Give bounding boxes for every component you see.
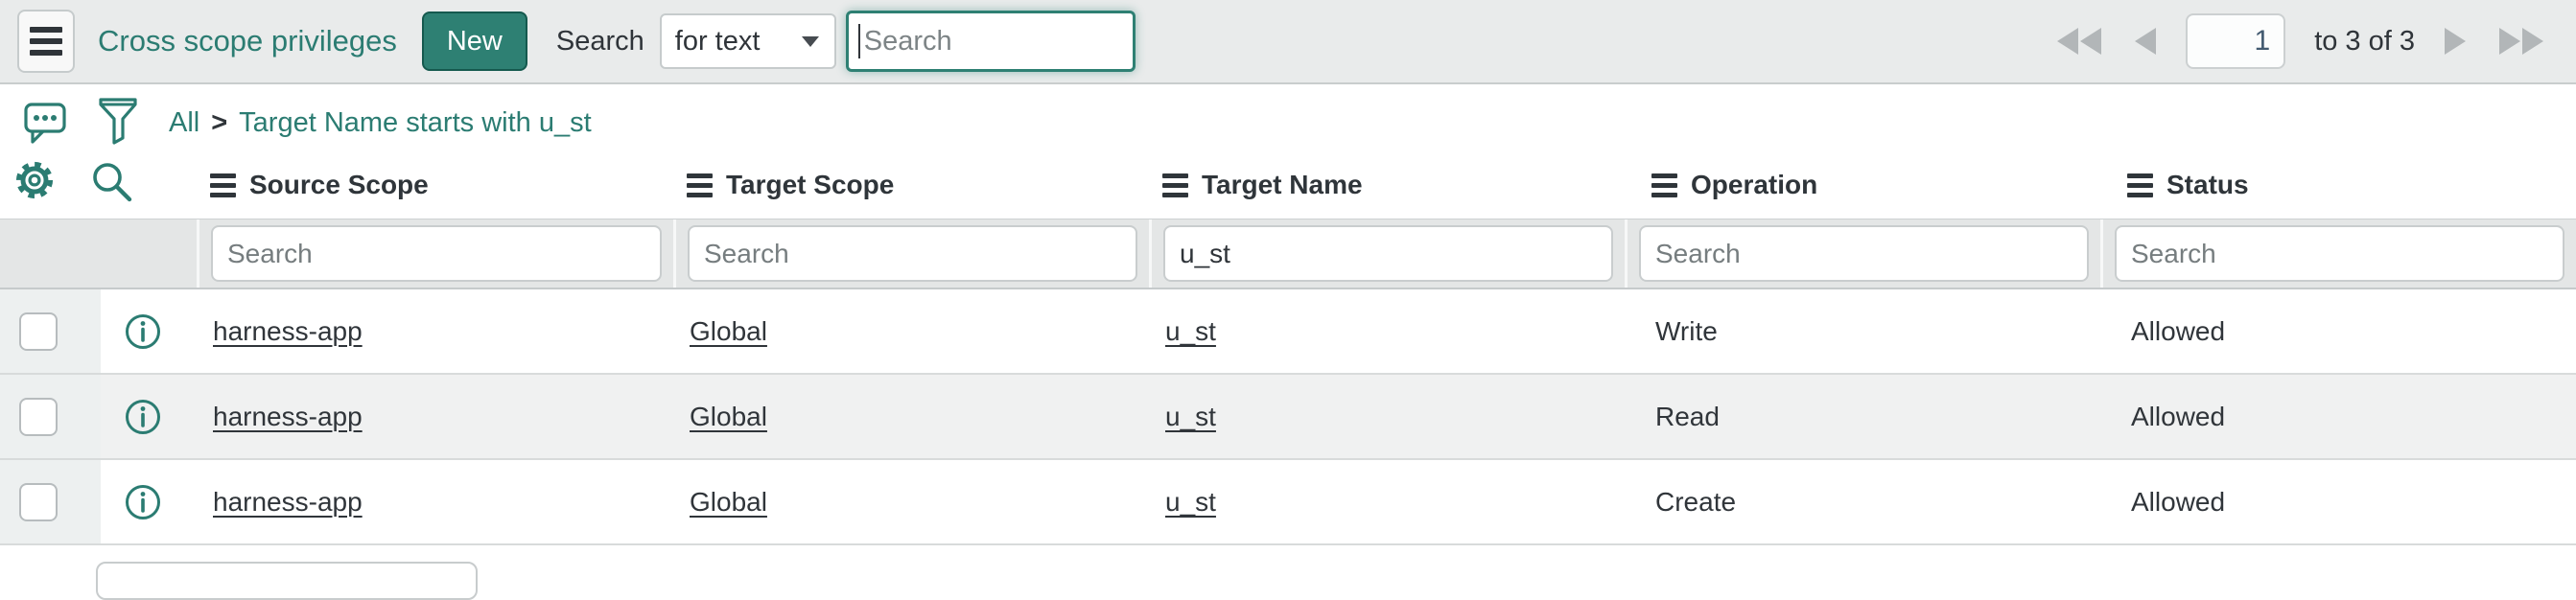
- cell-link-target-scope[interactable]: Global: [690, 486, 767, 517]
- info-icon: [126, 484, 160, 519]
- left-arrow-icon: [2135, 28, 2157, 55]
- row-info-cell: [101, 289, 197, 373]
- list-toolbar: Cross scope privileges New Search for te…: [0, 0, 2576, 84]
- chevron-down-icon: [801, 36, 819, 47]
- column-menu-icon: [1651, 173, 1677, 197]
- column-search-input-operation[interactable]: [1639, 225, 2089, 282]
- row-checkbox[interactable]: [19, 312, 58, 351]
- column-menu-icon: [2127, 173, 2153, 197]
- column-search-input-target-name[interactable]: [1163, 225, 1613, 282]
- row-select-cell: [0, 460, 101, 543]
- pagination-range-label: to 3 of 3: [2314, 25, 2415, 57]
- column-search-input-source-scope[interactable]: [211, 225, 662, 282]
- cell-link-target-name[interactable]: u_st: [1165, 401, 1216, 431]
- row-select-cell: [0, 289, 101, 373]
- filter-cell-source-scope: [197, 219, 673, 288]
- cell-link-target-scope[interactable]: Global: [690, 315, 767, 346]
- info-icon: [126, 399, 160, 434]
- cell-status: Allowed: [2131, 401, 2226, 431]
- table-row: harness-app Global u_st Write Allowed: [0, 289, 2576, 375]
- list-header-band: All > Target Name starts with u_st Sourc…: [0, 84, 2576, 219]
- row-info-cell: [101, 375, 197, 458]
- info-preview-button[interactable]: [124, 483, 162, 521]
- pagination: to 3 of 3: [2055, 13, 2545, 69]
- breadcrumb-filter-link[interactable]: Target Name starts with u_st: [239, 107, 592, 138]
- column-header-target-name[interactable]: Target Name: [1149, 153, 1625, 217]
- column-menu-icon: [1162, 173, 1188, 197]
- cell-link-target-name[interactable]: u_st: [1165, 315, 1216, 346]
- list-context-menu-button[interactable]: [17, 10, 75, 73]
- info-preview-button[interactable]: [124, 398, 162, 436]
- search-field-dropdown-value: for text: [674, 25, 761, 57]
- column-menu-icon: [687, 173, 713, 197]
- page-title[interactable]: Cross scope privileges: [98, 24, 397, 58]
- cell-status: Allowed: [2131, 486, 2226, 517]
- column-search-input-target-scope[interactable]: [688, 225, 1137, 282]
- breadcrumb: All > Target Name starts with u_st: [169, 107, 592, 139]
- column-header-label: Target Scope: [726, 170, 895, 199]
- column-header-label: Source Scope: [249, 170, 429, 199]
- column-header-label: Target Name: [1202, 170, 1363, 199]
- new-record-button[interactable]: New: [421, 12, 527, 71]
- info-icon: [126, 313, 160, 349]
- next-page-button[interactable]: [2444, 26, 2469, 57]
- column-search-input-status[interactable]: [2115, 225, 2564, 282]
- double-left-arrow-icon: [2057, 28, 2102, 55]
- hamburger-icon: [30, 27, 62, 33]
- first-page-button[interactable]: [2055, 26, 2103, 57]
- filter-cell-target-scope: [673, 219, 1149, 288]
- breadcrumb-separator: >: [211, 107, 228, 138]
- search-label: Search: [555, 25, 644, 57]
- column-header-row: Source Scope Target Scope Target Name Op…: [197, 153, 2576, 217]
- row-select-cell: [0, 375, 101, 458]
- cell-link-source-scope[interactable]: harness-app: [213, 401, 363, 431]
- filter-cell-empty: [0, 219, 197, 288]
- column-menu-icon: [210, 173, 236, 197]
- cell-link-source-scope[interactable]: harness-app: [213, 315, 363, 346]
- table-row: harness-app Global u_st Read Allowed: [0, 375, 2576, 460]
- activity-stream-button[interactable]: [23, 100, 67, 150]
- chat-bubble-icon: [24, 103, 66, 144]
- previous-page-button[interactable]: [2132, 26, 2157, 57]
- filter-cell-status: [2100, 219, 2576, 288]
- breadcrumb-all-link[interactable]: All: [169, 107, 200, 138]
- page-number-input[interactable]: [2186, 13, 2286, 69]
- personalize-list-button[interactable]: [12, 157, 58, 208]
- info-preview-button[interactable]: [124, 312, 162, 351]
- cell-link-target-name[interactable]: u_st: [1165, 486, 1216, 517]
- column-header-target-scope[interactable]: Target Scope: [673, 153, 1149, 217]
- column-header-status[interactable]: Status: [2100, 153, 2576, 217]
- list-search-input[interactable]: [845, 11, 1136, 72]
- filter-cell-operation: [1625, 219, 2100, 288]
- gear-icon: [15, 161, 54, 199]
- row-info-cell: [101, 460, 197, 543]
- search-icon: [93, 163, 132, 202]
- filter-cell-target-name: [1149, 219, 1625, 288]
- funnel-icon: [99, 98, 137, 145]
- search-field-dropdown[interactable]: for text: [659, 13, 836, 69]
- row-checkbox[interactable]: [19, 482, 58, 521]
- double-right-arrow-icon: [2499, 28, 2543, 55]
- table-row: harness-app Global u_st Create Allowed: [0, 460, 2576, 545]
- column-header-label: Operation: [1691, 170, 1818, 199]
- row-checkbox[interactable]: [19, 397, 58, 436]
- cell-operation: Write: [1655, 315, 1718, 346]
- column-header-operation[interactable]: Operation: [1625, 153, 2100, 217]
- cell-link-target-scope[interactable]: Global: [690, 401, 767, 431]
- cell-operation: Read: [1655, 401, 1720, 431]
- cell-operation: Create: [1655, 486, 1737, 517]
- filter-button[interactable]: [98, 96, 138, 150]
- last-page-button[interactable]: [2497, 26, 2545, 57]
- cell-link-source-scope[interactable]: harness-app: [213, 486, 363, 517]
- column-filter-row: [0, 219, 2576, 289]
- list-search-toggle-button[interactable]: [88, 159, 134, 210]
- actions-on-selected-rows-select[interactable]: [96, 562, 478, 600]
- cell-status: Allowed: [2131, 315, 2226, 346]
- column-header-label: Status: [2166, 170, 2249, 199]
- text-cursor: [857, 24, 860, 58]
- column-header-source-scope[interactable]: Source Scope: [197, 153, 673, 217]
- right-arrow-icon: [2445, 28, 2466, 55]
